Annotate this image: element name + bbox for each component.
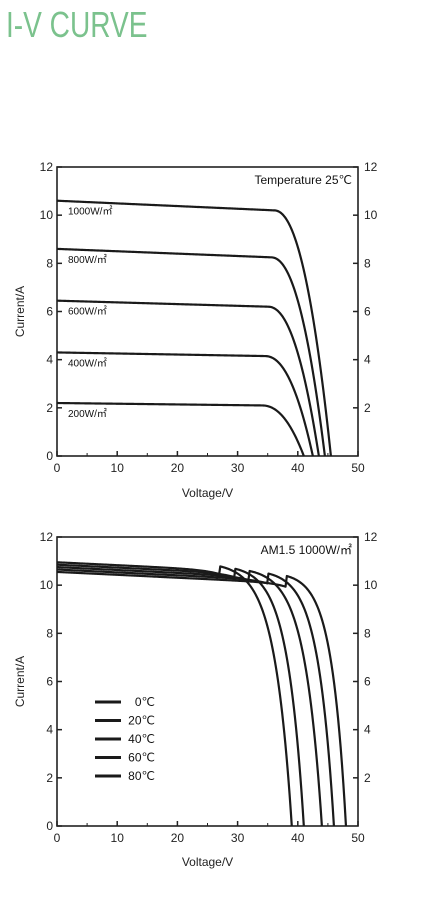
y-tick-label-right: 6 (364, 675, 371, 689)
x-tick-label: 30 (231, 461, 245, 475)
y-tick-label-right: 10 (364, 578, 378, 592)
y-axis-label: Current/A (13, 656, 27, 707)
x-tick-label: 20 (171, 461, 185, 475)
y-tick-label-left: 4 (46, 723, 53, 737)
x-axis-label: Voltage/V (182, 855, 233, 869)
y-tick-label-left: 8 (46, 256, 53, 270)
series-line (56, 401, 305, 457)
y-tick-label-right: 2 (364, 771, 371, 785)
y-tick-label-left: 10 (40, 208, 54, 222)
y-tick-label-right: 8 (364, 256, 371, 270)
y-tick-label-left: 4 (46, 353, 53, 367)
chart-annotation: AM1.5 1000W/㎡ (261, 543, 352, 557)
y-tick-label-left: 12 (40, 160, 54, 174)
y-tick-label-right: 10 (364, 208, 378, 222)
x-tick-label: 10 (111, 831, 125, 845)
y-tick-label-left: 10 (40, 578, 54, 592)
x-tick-label: 50 (351, 461, 365, 475)
series-line (56, 561, 293, 827)
x-tick-label: 30 (231, 831, 245, 845)
series-line (56, 199, 333, 457)
y-tick-label-left: 8 (46, 626, 53, 640)
series-line (56, 299, 320, 457)
legend-label: 40℃ (128, 732, 155, 746)
plot-frame (56, 536, 359, 827)
x-tick-label: 40 (291, 461, 305, 475)
x-tick-label: 0 (54, 461, 61, 475)
series-label: 600W/㎡ (68, 306, 107, 318)
series-line (56, 247, 326, 457)
series-line (56, 563, 305, 827)
y-tick-label-right: 4 (364, 353, 371, 367)
y-axis-label: Current/A (13, 286, 27, 337)
legend-label: 0℃ (135, 695, 155, 709)
y-tick-label-left: 2 (46, 771, 53, 785)
legend-label: 20℃ (128, 714, 155, 728)
series-line (56, 568, 336, 827)
y-tick-label-left: 6 (46, 675, 53, 689)
x-tick-label: 50 (351, 831, 365, 845)
x-tick-label: 20 (171, 831, 185, 845)
y-tick-label-right: 8 (364, 626, 371, 640)
series-line (56, 351, 314, 457)
chart-annotation: Temperature 25℃ (254, 173, 352, 187)
y-tick-label-right: 6 (364, 305, 371, 319)
series-line (56, 570, 348, 827)
y-tick-label-left: 6 (46, 305, 53, 319)
y-tick-label-left: 0 (46, 819, 53, 833)
y-tick-label-right: 4 (364, 723, 371, 737)
y-tick-label-left: 12 (40, 530, 54, 544)
series-line (56, 566, 323, 827)
series-label: 1000W/㎡ (68, 206, 112, 218)
y-tick-label-right: 12 (364, 160, 378, 174)
y-tick-label-right: 2 (364, 401, 371, 415)
legend-label: 80℃ (128, 769, 155, 783)
y-tick-label-left: 0 (46, 449, 53, 463)
legend-label: 60℃ (128, 751, 155, 765)
x-tick-label: 40 (291, 831, 305, 845)
series-label: 400W/㎡ (68, 357, 107, 369)
y-tick-label-left: 2 (46, 401, 53, 415)
x-axis-label: Voltage/V (182, 486, 233, 500)
x-tick-label: 0 (54, 831, 61, 845)
series-label: 800W/㎡ (68, 254, 107, 266)
x-tick-label: 10 (111, 461, 125, 475)
page-title: I-V CURVE (6, 4, 148, 45)
series-label: 200W/㎡ (68, 408, 107, 420)
y-tick-label-right: 12 (364, 530, 378, 544)
